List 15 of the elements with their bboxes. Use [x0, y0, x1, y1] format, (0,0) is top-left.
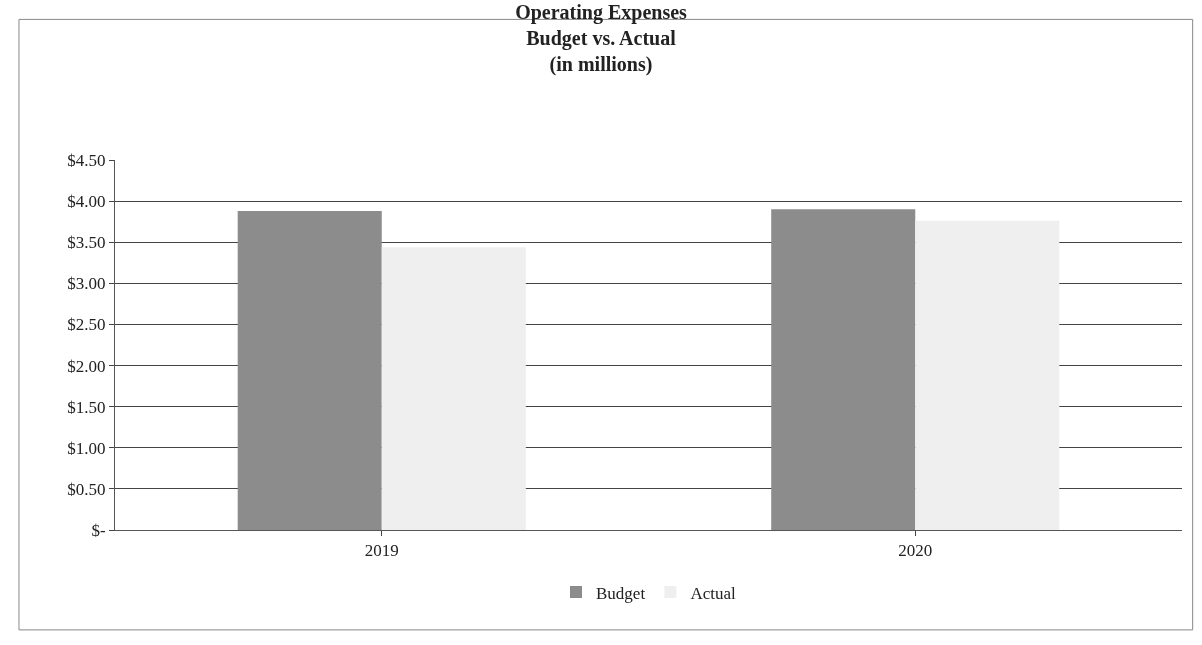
x-tick-label: 2019 — [364, 541, 399, 561]
x-tick-label: 2020 — [898, 541, 933, 561]
chart-title: Operating Expenses Budget vs. Actual (in millions) — [515, 1, 688, 77]
y-tick-label: $3.50 — [67, 233, 106, 253]
legend-label: Actual — [690, 583, 736, 603]
y-tick-label: $0.50 — [67, 479, 106, 499]
y-tick-label: $4.50 — [67, 150, 106, 170]
y-tick-label: $1.50 — [67, 397, 106, 417]
legend-label: Budget — [596, 583, 646, 603]
y-tick-label: $2.00 — [67, 356, 106, 376]
y-tick-label: $2.50 — [67, 315, 106, 335]
y-tick-label: $1.00 — [67, 438, 106, 458]
y-tick-label: $3.00 — [67, 274, 106, 294]
y-tick-label: $- — [91, 520, 106, 540]
y-tick-label: $4.00 — [67, 192, 106, 212]
